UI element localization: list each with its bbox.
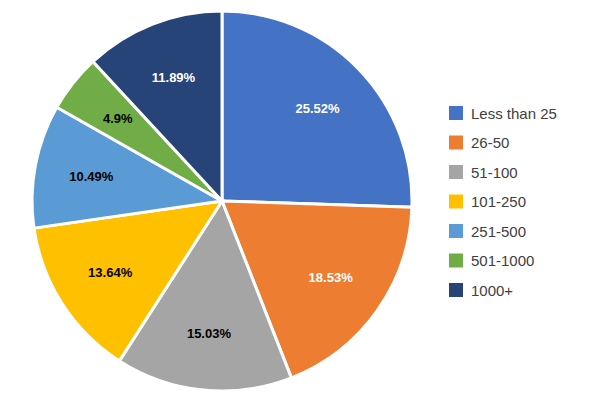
pie-slice — [222, 11, 412, 207]
legend-item: Less than 25 — [449, 105, 557, 122]
legend-label: 101-250 — [471, 193, 526, 210]
legend-swatch — [449, 195, 463, 209]
chart: 25.52% 18.53% 15.03% 13.64% 10.49% 4.9% 11.89%… — [0, 0, 600, 419]
data-label: 10.49% — [69, 169, 114, 184]
legend-label: 501-1000 — [471, 252, 534, 269]
legend-label: 51-100 — [471, 164, 518, 181]
data-label: 25.52% — [296, 101, 341, 116]
legend-item: 26-50 — [449, 134, 509, 151]
legend-swatch — [449, 165, 463, 179]
data-label: 13.64% — [88, 265, 133, 280]
legend-item: 251-500 — [449, 223, 526, 240]
legend-label: 26-50 — [471, 134, 509, 151]
legend-item: 1000+ — [449, 282, 513, 299]
legend-label: Less than 25 — [471, 105, 557, 122]
legend-item: 101-250 — [449, 193, 526, 210]
legend-swatch — [449, 283, 463, 297]
legend-item: 501-1000 — [449, 252, 534, 269]
data-label: 18.53% — [309, 270, 354, 285]
legend-item: 51-100 — [449, 164, 518, 181]
legend-label: 1000+ — [471, 282, 513, 299]
pie: 25.52% 18.53% 15.03% 13.64% 10.49% 4.9% 11.89% — [32, 11, 412, 391]
legend: Less than 25 26-50 51-100 101-250 251-500 501… — [449, 105, 557, 299]
legend-swatch — [449, 136, 463, 150]
data-label: 4.9% — [103, 111, 133, 126]
legend-label: 251-500 — [471, 223, 526, 240]
data-label: 11.89% — [152, 70, 196, 85]
legend-swatch — [449, 224, 463, 238]
legend-swatch — [449, 106, 463, 120]
data-label: 15.03% — [187, 326, 232, 341]
legend-swatch — [449, 254, 463, 268]
